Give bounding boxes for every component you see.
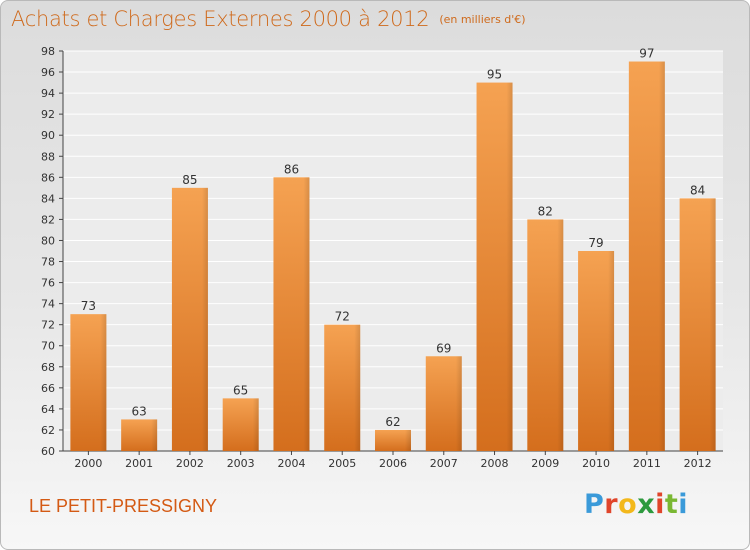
y-tick-label: 94 [41,87,55,100]
x-tick-label: 2009 [531,457,559,470]
chart-title: Achats et Charges Externes 2000 à 2012 (e… [11,7,526,31]
y-tick-label: 74 [41,298,55,311]
bar-value-label: 62 [385,415,400,429]
y-tick-label: 88 [41,150,55,163]
y-tick-label: 98 [41,45,55,58]
y-tick-label: 96 [41,66,55,79]
y-tick-label: 62 [41,424,55,437]
chart-subtitle: (en milliers d'€) [439,13,526,26]
bar-shade [100,314,107,451]
y-tick-label: 86 [41,171,55,184]
y-tick-label: 72 [41,319,55,332]
logo-letter: r [604,489,619,520]
x-tick-label: 2001 [125,457,153,470]
y-tick-label: 70 [41,340,55,353]
bar-shade [557,219,564,451]
bar-value-label: 79 [588,236,603,250]
bar [375,429,411,451]
bar-value-label: 72 [335,310,350,324]
y-tick-label: 60 [41,445,55,458]
y-tick-label: 92 [41,108,55,121]
plot-area [63,51,723,451]
bar-shade [455,356,462,451]
logo-letter: t [664,489,679,520]
x-tick-label: 2007 [430,457,458,470]
bar-value-label: 95 [487,68,502,82]
x-tick-label: 2011 [633,457,661,470]
bar-shade [506,82,513,451]
proxiti-logo: Proxiti [584,489,688,520]
x-tick-label: 2000 [74,457,102,470]
logo-letter: o [618,489,638,520]
y-tick-label: 80 [41,234,55,247]
bar-value-label: 69 [436,341,451,355]
logo-letter: i [655,489,665,520]
x-tick-label: 2002 [176,457,204,470]
bar-shade [608,251,615,451]
y-tick-label: 82 [41,213,55,226]
bar-value-label: 73 [81,299,96,313]
x-tick-label: 2008 [481,457,509,470]
bar-value-label: 97 [639,47,654,61]
bar-shade [405,429,411,451]
bar-shade [658,61,665,452]
bar-shade [709,198,716,451]
bar-shade [252,398,259,451]
bar-value-label: 65 [233,383,248,397]
bar-value-label: 63 [132,404,147,418]
y-tick-label: 76 [41,277,55,290]
bar-shade [201,187,208,451]
logo-letter: P [584,489,605,520]
bar-shade [151,419,158,451]
x-tick-label: 2005 [328,457,356,470]
y-tick-label: 68 [41,361,55,374]
y-tick-label: 90 [41,129,55,142]
bar-value-label: 86 [284,162,299,176]
x-tick-label: 2004 [277,457,305,470]
y-tick-label: 78 [41,256,55,269]
y-tick-label: 66 [41,382,55,395]
logo-letter: i [678,489,689,520]
x-tick-label: 2010 [582,457,610,470]
bar-value-label: 85 [182,173,197,187]
y-tick-label: 84 [41,192,55,205]
x-tick-label: 2012 [684,457,712,470]
chart-title-main: Achats et Charges Externes 2000 à 2012 [11,7,430,31]
bar-value-label: 84 [690,183,705,197]
bar-value-label: 82 [538,204,553,218]
x-tick-label: 2006 [379,457,407,470]
bar-shade [303,177,310,451]
x-tick-label: 2003 [227,457,255,470]
logo-letter: x [637,489,656,520]
commune-name: LE PETIT-PRESSIGNY [29,496,218,516]
y-tick-label: 64 [41,403,55,416]
bar-shade [354,324,361,451]
